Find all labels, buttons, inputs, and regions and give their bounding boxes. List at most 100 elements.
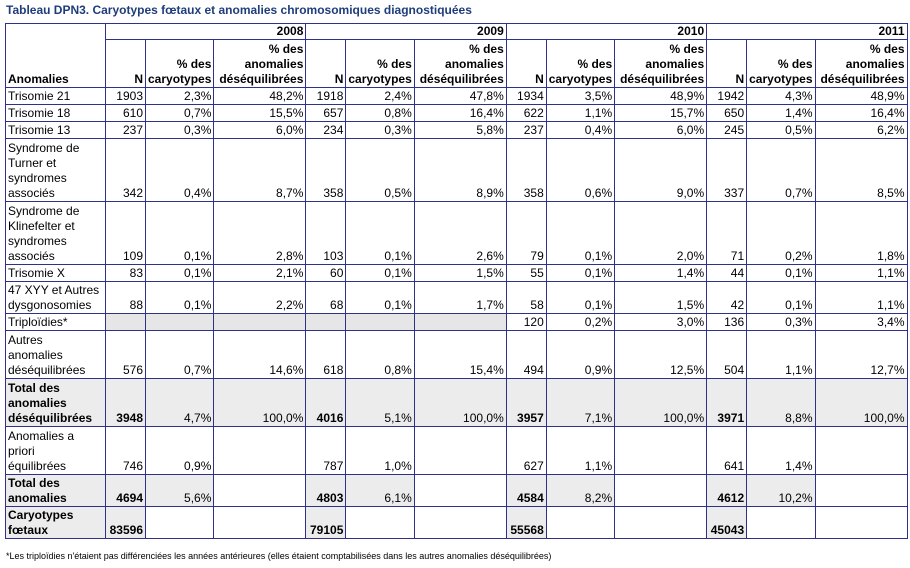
row-label: Total des anomalies xyxy=(5,474,106,507)
pct-caryotypes-cell: 0,1% xyxy=(545,281,616,314)
text-line: caryotypes xyxy=(148,72,212,86)
text-line: % des xyxy=(268,42,304,56)
pct-anomalies-cell: 16,4% xyxy=(413,104,507,122)
text-line: Anomalies a xyxy=(8,429,75,443)
n-cell: 494 xyxy=(505,330,547,379)
text-line: Syndrome de xyxy=(8,204,80,218)
n-cell: 358 xyxy=(505,138,547,202)
pct-anomalies-cell: 16,4% xyxy=(814,104,908,122)
pct-anomalies-cell: 1,5% xyxy=(614,281,708,314)
table-row: 47 XYY et Autres dysgonosomies 88 0,1% 2,2% 6… xyxy=(5,281,908,314)
pct-caryotypes-cell: 5,6% xyxy=(144,474,215,507)
text-line: associés xyxy=(8,186,55,200)
pct-anomalies-cell: 6,2% xyxy=(814,121,908,139)
pct-anomalies-cell: 8,5% xyxy=(814,138,908,202)
n-cell: 618 xyxy=(305,330,347,379)
pct-anomalies-cell: 100,0% xyxy=(814,378,908,427)
table-row: Trisomie 18 610 0,7% 15,5% 657 0,8% 16,4% 622 1,… xyxy=(5,104,908,122)
n-cell: 657 xyxy=(305,104,347,122)
pct-caryotypes-cell: 1,4% xyxy=(746,426,816,475)
row-label: 47 XYY et Autres dysgonosomies xyxy=(5,281,106,314)
n-cell: 746 xyxy=(105,426,146,475)
n-cell: 650 xyxy=(706,104,748,122)
row-label: Syndrome de Klinefelter et syndromes associ… xyxy=(5,201,106,265)
row-label: Total des anomalies déséquilibrées xyxy=(5,378,106,427)
anomalies-header: Anomalies xyxy=(5,23,106,88)
n-cell: 504 xyxy=(706,330,748,379)
text-line: Total des xyxy=(8,381,60,395)
pct-anomalies-cell xyxy=(213,506,307,539)
pct-anomalies-cell xyxy=(814,426,908,475)
pct-anomalies-cell: 12,7% xyxy=(814,330,908,379)
pct-caryotypes-cell: 0,8% xyxy=(345,104,415,122)
pct-caryotypes-cell: 0,8% xyxy=(345,330,415,379)
text-line: anomalies xyxy=(645,57,705,71)
pct-anomalies-cell xyxy=(213,313,307,331)
pct-anomalies-cell: 8,9% xyxy=(413,138,507,202)
text-line: Trisomie X xyxy=(8,266,65,280)
pct-caryotypes-header: % des caryotypes xyxy=(746,39,816,88)
pct-caryotypes-cell: 0,3% xyxy=(345,121,415,139)
pct-caryotypes-cell: 0,1% xyxy=(345,281,415,314)
pct-anomalies-cell: 8,7% xyxy=(213,138,307,202)
n-cell: 44 xyxy=(706,264,748,282)
text-line: caryotypes xyxy=(749,72,813,86)
n-cell: 109 xyxy=(105,201,146,265)
pct-caryotypes-cell: 0,5% xyxy=(746,121,816,139)
row-label: Autres anomalies déséquilibrées xyxy=(5,330,106,379)
n-cell: 4694 xyxy=(105,474,146,507)
table-title: Tableau DPN3. Caryotypes fœtaux et anoma… xyxy=(6,3,472,17)
year-header: 2010 xyxy=(505,23,708,40)
pct-anomalies-cell: 14,6% xyxy=(213,330,307,379)
pct-anomalies-cell: 2,0% xyxy=(614,201,708,265)
year-header-row: Anomalies 2008 2009 2010 2011 xyxy=(5,23,908,88)
text-line: anomalies xyxy=(8,348,63,362)
n-cell: 83596 xyxy=(105,506,146,539)
text-line: caryotypes xyxy=(348,72,412,86)
n-cell: 3957 xyxy=(505,378,547,427)
pct-anomalies-cell xyxy=(413,426,507,475)
n-cell: 136 xyxy=(706,313,748,331)
pct-anomalies-cell xyxy=(413,474,507,507)
pct-anomalies-cell: 1,1% xyxy=(814,264,908,282)
pct-anomalies-header: % des anomalies déséquilibrées xyxy=(614,39,708,88)
text-line: % des xyxy=(869,42,905,56)
n-cell: 88 xyxy=(105,281,146,314)
text-line: % des xyxy=(377,57,412,71)
text-line: 47 XYY et Autres xyxy=(8,283,100,297)
pct-caryotypes-cell xyxy=(345,506,415,539)
n-cell: 45043 xyxy=(706,506,748,539)
pct-anomalies-cell xyxy=(814,474,908,507)
pct-anomalies-cell xyxy=(614,506,708,539)
caryotypes-table: Anomalies 2008 2009 2010 2011 N% des caryotype… xyxy=(5,23,908,539)
pct-caryotypes-cell: 0,1% xyxy=(345,264,415,282)
pct-anomalies-cell: 2,1% xyxy=(213,264,307,282)
pct-caryotypes-cell: 8,8% xyxy=(746,378,816,427)
row-label: Triploïdies* xyxy=(5,313,106,331)
pct-anomalies-header: % des anomalies déséquilibrées xyxy=(814,39,908,88)
pct-anomalies-cell: 15,4% xyxy=(413,330,507,379)
pct-anomalies-cell: 9,0% xyxy=(614,138,708,202)
pct-anomalies-cell: 3,0% xyxy=(614,313,708,331)
n-cell: 55568 xyxy=(505,506,547,539)
pct-caryotypes-cell: 0,3% xyxy=(144,121,215,139)
text-line: % des xyxy=(669,42,705,56)
n-cell: 234 xyxy=(305,121,347,139)
n-cell: 3948 xyxy=(105,378,146,427)
table-row: Trisomie X 83 0,1% 2,1% 60 0,1% 1,5% 55 0,1% 1,4%… xyxy=(5,264,908,282)
text-line: déséquilibrées xyxy=(820,72,905,86)
pct-caryotypes-cell xyxy=(545,506,616,539)
n-header: N xyxy=(505,39,547,88)
n-cell: 4016 xyxy=(305,378,347,427)
pct-anomalies-cell xyxy=(213,426,307,475)
pct-anomalies-cell: 3,4% xyxy=(814,313,908,331)
text-line: Klinefelter et xyxy=(8,219,75,233)
pct-anomalies-header: % des anomalies déséquilibrées xyxy=(413,39,507,88)
text-line: Total des xyxy=(8,476,60,490)
pct-caryotypes-cell: 2,3% xyxy=(144,87,215,105)
n-cell: 1918 xyxy=(305,87,347,105)
text-line: % des xyxy=(176,57,212,71)
n-cell: 83 xyxy=(105,264,146,282)
n-cell: 1903 xyxy=(105,87,146,105)
row-label: Anomalies a priori équilibrées xyxy=(5,426,106,475)
